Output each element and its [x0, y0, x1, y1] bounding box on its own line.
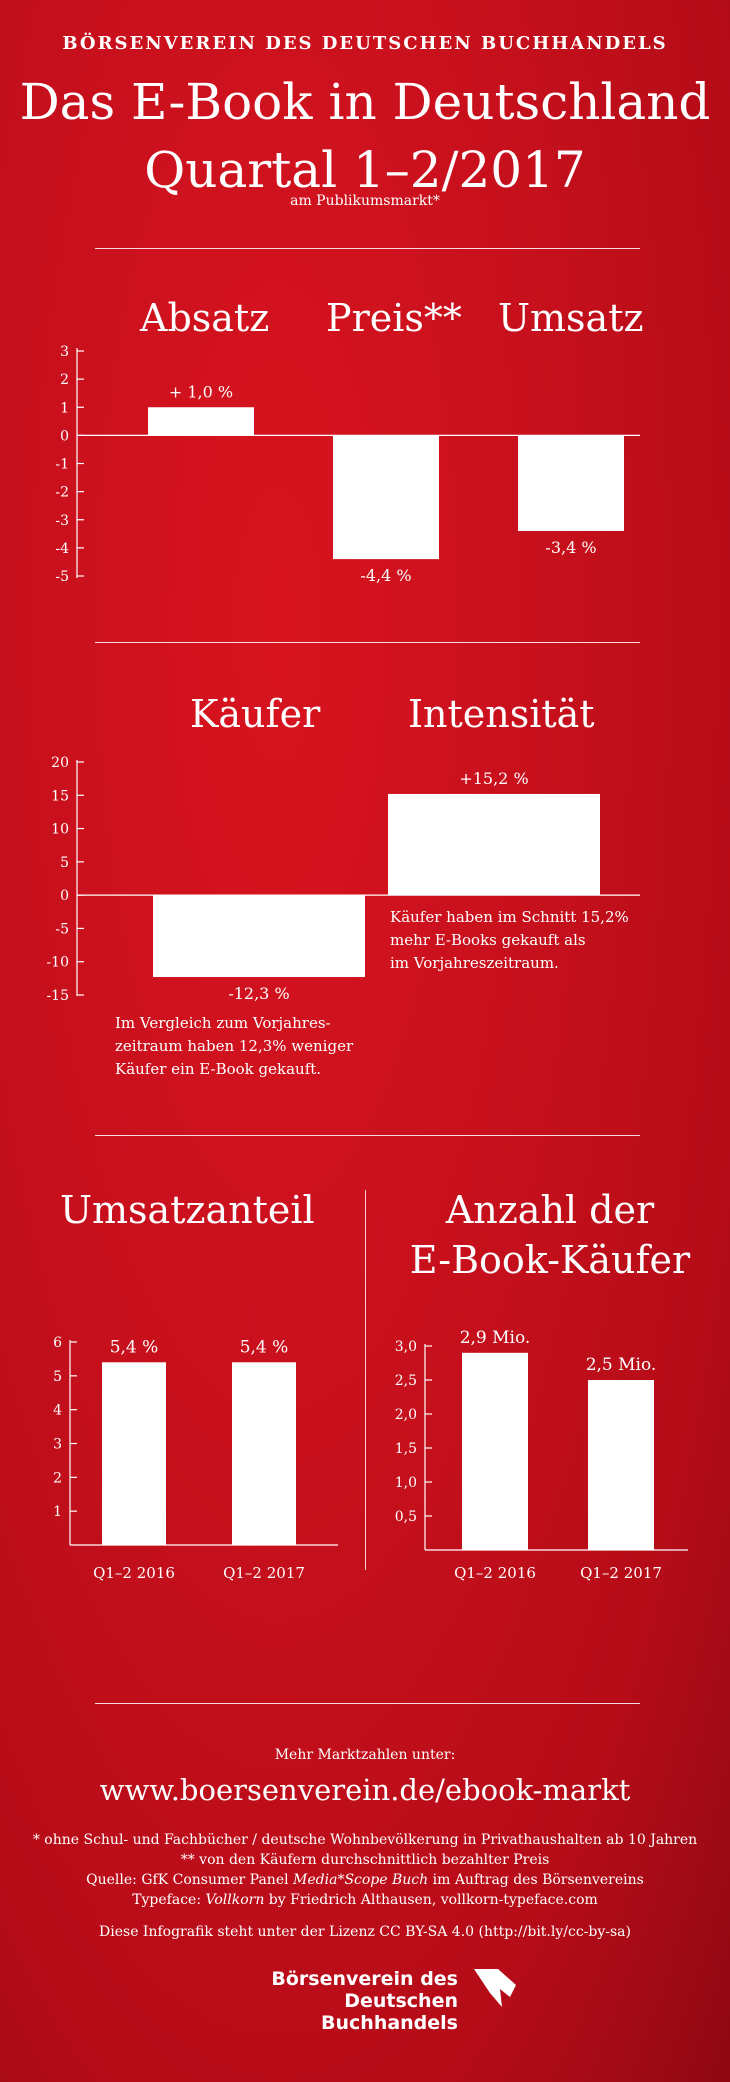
- note-intensitaet: Käufer haben im Schnitt 15,2% mehr E-Boo…: [390, 906, 629, 975]
- category-label-intensitaet: Intensität: [408, 692, 595, 736]
- vertical-divider: [365, 1190, 366, 1570]
- data-label: 5,4 %: [240, 1337, 289, 1357]
- y-tick-label: 0: [60, 428, 69, 444]
- publisher-logo-icon: [474, 1969, 516, 2007]
- footnote-1: * ohne Schul- und Fachbücher / deutsche …: [32, 1832, 698, 1848]
- x-tick-label: Q1–2 2017: [580, 1564, 662, 1582]
- footnote-2: ** von den Käufern durchschnittlich beza…: [180, 1852, 550, 1868]
- y-tick-label: 4: [53, 1403, 62, 1419]
- data-label: 2,9 Mio.: [460, 1328, 531, 1348]
- data-label: 5,4 %: [110, 1337, 159, 1357]
- y-tick-label: -2: [55, 485, 69, 501]
- divider: [95, 642, 640, 643]
- x-tick-label: Q1–2 2016: [93, 1564, 175, 1582]
- note-line: im Vorjahreszeitraum.: [390, 954, 559, 972]
- y-tick-label: 2,5: [395, 1373, 417, 1389]
- divider: [95, 1703, 640, 1704]
- y-tick-label: 1: [60, 400, 69, 416]
- y-tick-label: -4: [55, 541, 69, 557]
- page-subtitle: am Publikumsmarkt*: [290, 193, 440, 209]
- note-line: zeitraum haben 12,3% weniger: [115, 1037, 354, 1055]
- x-tick-label: Q1–2 2017: [223, 1564, 305, 1582]
- bar: [462, 1352, 528, 1550]
- divider: [95, 1135, 640, 1136]
- y-tick-label: 0: [60, 888, 69, 904]
- y-tick-label: 5: [53, 1369, 62, 1385]
- data-label: 2,5 Mio.: [586, 1355, 657, 1375]
- note-line: Im Vergleich zum Vorjahres-: [115, 1014, 331, 1032]
- y-tick-label: 1,0: [395, 1475, 417, 1491]
- y-tick-label: 0,5: [395, 1509, 417, 1525]
- note-line: mehr E-Books gekauft als: [390, 931, 586, 949]
- y-tick-label: 20: [51, 755, 69, 771]
- y-tick-label: 6: [53, 1335, 62, 1351]
- y-tick-label: 2,0: [395, 1407, 417, 1423]
- bar: [148, 407, 254, 436]
- typeface-line: Typeface: Vollkorn by Friedrich Althause…: [132, 1892, 598, 1908]
- page-title-line1: Das E-Book in Deutschland: [19, 73, 711, 131]
- category-label-absatz: Absatz: [140, 296, 270, 340]
- bar: [153, 895, 365, 978]
- more-data-label: Mehr Marktzahlen unter:: [274, 1747, 456, 1763]
- y-tick-label: 1: [53, 1504, 62, 1520]
- y-tick-label: -5: [55, 921, 69, 937]
- y-tick-label: 2: [60, 372, 69, 388]
- x-tick-label: Q1–2 2016: [454, 1564, 536, 1582]
- bar: [102, 1362, 166, 1545]
- y-tick-label: 3,0: [395, 1339, 417, 1355]
- y-tick-label: -1: [55, 457, 69, 473]
- category-label-umsatz: Umsatz: [498, 296, 644, 340]
- note-line: Käufer haben im Schnitt 15,2%: [390, 908, 629, 926]
- note-kaeufer: Im Vergleich zum Vorjahres- zeitraum hab…: [115, 1012, 353, 1081]
- category-label-kaeufer: Käufer: [190, 692, 321, 736]
- y-tick-label: -10: [46, 955, 69, 971]
- source-line: Quelle: GfK Consumer Panel Media*Scope B…: [86, 1872, 644, 1888]
- data-label: -3,4 %: [545, 538, 596, 557]
- website-link[interactable]: www.boersenverein.de/ebook-markt: [99, 1773, 631, 1807]
- bar: [333, 435, 439, 560]
- chart-title-umsatzanteil: Umsatzanteil: [60, 1188, 315, 1232]
- y-tick-label: 10: [51, 822, 69, 838]
- y-tick-label: -5: [55, 569, 69, 585]
- bar: [518, 435, 624, 531]
- data-label: -4,4 %: [360, 566, 411, 585]
- note-line: Käufer ein E-Book gekauft.: [115, 1060, 322, 1078]
- y-tick-label: -3: [55, 513, 69, 529]
- bar: [388, 793, 600, 896]
- divider: [95, 248, 640, 249]
- license-line: Diese Infografik steht unter der Lizenz …: [99, 1924, 631, 1940]
- y-tick-label: 15: [51, 788, 69, 804]
- chart-title-kaeufer-line1: Anzahl der: [445, 1188, 655, 1232]
- y-tick-label: 2: [53, 1470, 62, 1486]
- data-label: -12,3 %: [228, 984, 289, 1003]
- chart-title-kaeufer-line2: E-Book-Käufer: [409, 1238, 691, 1282]
- page-title-line2: Quartal 1–2/2017: [144, 141, 586, 199]
- data-label: + 1,0 %: [169, 382, 233, 401]
- category-label-preis: Preis**: [326, 296, 462, 340]
- publisher-logo-text: Börsenverein des Deutschen Buchhandels: [271, 1968, 458, 2034]
- bar: [588, 1380, 654, 1550]
- y-tick-label: 5: [60, 855, 69, 871]
- y-tick-label: -15: [46, 988, 69, 1004]
- org-name: BÖRSENVEREIN DES DEUTSCHEN BUCHHANDELS: [62, 33, 668, 54]
- data-label: +15,2 %: [459, 769, 528, 788]
- y-tick-label: 1,5: [395, 1441, 417, 1457]
- y-tick-label: 3: [60, 344, 69, 360]
- bar: [232, 1362, 296, 1545]
- y-tick-label: 3: [53, 1437, 62, 1453]
